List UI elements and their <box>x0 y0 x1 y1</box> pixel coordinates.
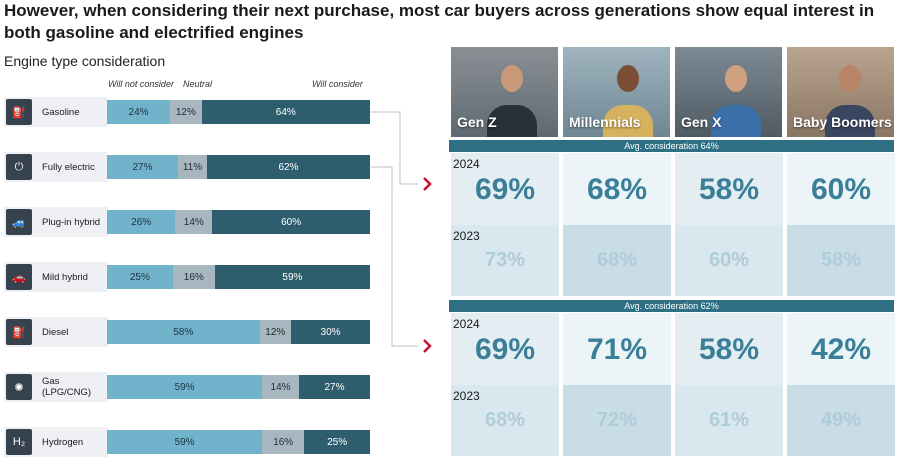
fuel-pump-icon: ⛽ <box>6 99 32 125</box>
col-head-will-not-consider: Will not consider <box>108 79 174 89</box>
consideration-cell: 61% <box>675 385 783 456</box>
baby-boomers-label: Baby Boomers <box>793 114 892 130</box>
consideration-cell: 68% <box>563 225 671 296</box>
consideration-cell: 72% <box>563 385 671 456</box>
year-label: 2024 <box>453 157 480 171</box>
engine-row-diesel: ⛽ Diesel 58% 12% 30% <box>4 317 370 347</box>
generation-photo-baby-boomers: Baby Boomers <box>787 47 894 137</box>
consideration-cell: 58% <box>787 225 895 296</box>
gen-x-label: Gen X <box>681 114 722 130</box>
h2-icon: H₂ <box>6 429 32 455</box>
stacked-bar: 24% 12% 64% <box>107 100 370 124</box>
gas-fan-icon: ✺ <box>6 374 32 400</box>
engine-label: Fully electric <box>42 161 95 173</box>
year-label: 2023 <box>453 229 480 243</box>
stacked-bar: 25% 16% 59% <box>107 265 370 289</box>
bar-segment-will-consider: 30% <box>291 320 370 344</box>
generation-photo-gen-z: Gen Z <box>451 47 558 137</box>
connector-gasoline <box>371 111 418 185</box>
consideration-cell: 60% <box>787 153 895 226</box>
generation-photo-millennials: Millennials <box>563 47 670 137</box>
consideration-cell: 58% <box>675 153 783 226</box>
bar-segment-will-not-consider: 26% <box>107 210 176 234</box>
chart-subtitle: Engine type consideration <box>4 53 166 69</box>
consideration-cell: 73% <box>451 225 559 296</box>
arrow-electric-icon <box>423 339 432 353</box>
bar-segment-will-not-consider: 58% <box>107 320 260 344</box>
engine-label: Gasoline <box>42 106 80 118</box>
bar-segment-will-not-consider: 24% <box>107 100 171 124</box>
consideration-cell: 69% <box>451 313 559 386</box>
car-icon: 🚗 <box>6 264 32 290</box>
avg-consideration-band: Avg. consideration 64% <box>449 140 894 152</box>
bar-segment-neutral: 12% <box>259 320 292 344</box>
year-label: 2024 <box>453 317 480 331</box>
arrow-gasoline-icon <box>423 177 432 191</box>
car-plug-icon: 🚙 <box>6 209 32 235</box>
consideration-cell: 60% <box>675 225 783 296</box>
engine-label: Diesel <box>42 326 69 338</box>
engine-label: Plug-in hybrid <box>42 216 101 228</box>
gen-z-label: Gen Z <box>457 114 497 130</box>
bar-segment-neutral: 11% <box>178 155 207 179</box>
consideration-cell: 58% <box>675 313 783 386</box>
consideration-cell: 68% <box>563 153 671 226</box>
engine-row-gas-lpg-cng-: ✺ Gas (LPG/CNG) 59% 14% 27% <box>4 372 370 402</box>
bar-segment-neutral: 14% <box>175 210 213 234</box>
bar-segment-will-not-consider: 25% <box>107 265 173 289</box>
engine-label: Hydrogen <box>42 436 84 448</box>
engine-row-mild-hybrid: 🚗 Mild hybrid 25% 16% 59% <box>4 262 370 292</box>
bar-segment-will-not-consider: 27% <box>107 155 178 179</box>
bar-segment-neutral: 14% <box>262 375 299 399</box>
fuel-pump-icon: ⛽ <box>6 319 32 345</box>
bar-segment-will-not-consider: 59% <box>107 375 263 399</box>
consideration-cell: 68% <box>451 385 559 456</box>
stacked-bar: 27% 11% 62% <box>107 155 370 179</box>
bar-segment-will-not-consider: 59% <box>107 430 263 454</box>
stacked-bar: 59% 16% 25% <box>107 430 370 454</box>
bar-segment-will-consider: 25% <box>304 430 370 454</box>
page-title: However, when considering their next pur… <box>4 1 875 42</box>
bar-segment-will-consider: 60% <box>212 210 370 234</box>
consideration-cell: 69% <box>451 153 559 226</box>
connector-electric <box>371 166 418 347</box>
stacked-bar: 58% 12% 30% <box>107 320 370 344</box>
stacked-bar: 26% 14% 60% <box>107 210 370 234</box>
col-head-neutral: Neutral <box>183 79 213 89</box>
bar-segment-neutral: 12% <box>170 100 202 124</box>
bar-segment-will-consider: 64% <box>201 100 370 124</box>
consideration-cell: 42% <box>787 313 895 386</box>
plug-icon: ⏻ <box>6 154 32 180</box>
generation-photo-gen-x: Gen X <box>675 47 782 137</box>
millennials-label: Millennials <box>569 114 641 130</box>
stacked-bar: 59% 14% 27% <box>107 375 370 399</box>
engine-row-hydrogen: H₂ Hydrogen 59% 16% 25% <box>4 427 370 457</box>
engine-row-plug-in-hybrid: 🚙 Plug-in hybrid 26% 14% 60% <box>4 207 370 237</box>
year-label: 2023 <box>453 389 480 403</box>
avg-consideration-band: Avg. consideration 62% <box>449 300 894 312</box>
consideration-cell: 49% <box>787 385 895 456</box>
bar-segment-neutral: 16% <box>172 265 215 289</box>
bar-segment-will-consider: 62% <box>206 155 370 179</box>
engine-label: Gas (LPG/CNG) <box>42 376 92 398</box>
bar-segment-will-consider: 27% <box>298 375 370 399</box>
consideration-cell: 71% <box>563 313 671 386</box>
bar-segment-will-consider: 59% <box>214 265 370 289</box>
bar-segment-neutral: 16% <box>262 430 305 454</box>
engine-row-fully-electric: ⏻ Fully electric 27% 11% 62% <box>4 152 370 182</box>
engine-label: Mild hybrid <box>42 271 88 283</box>
engine-row-gasoline: ⛽ Gasoline 24% 12% 64% <box>4 97 370 127</box>
col-head-will-consider: Will consider <box>312 79 363 89</box>
